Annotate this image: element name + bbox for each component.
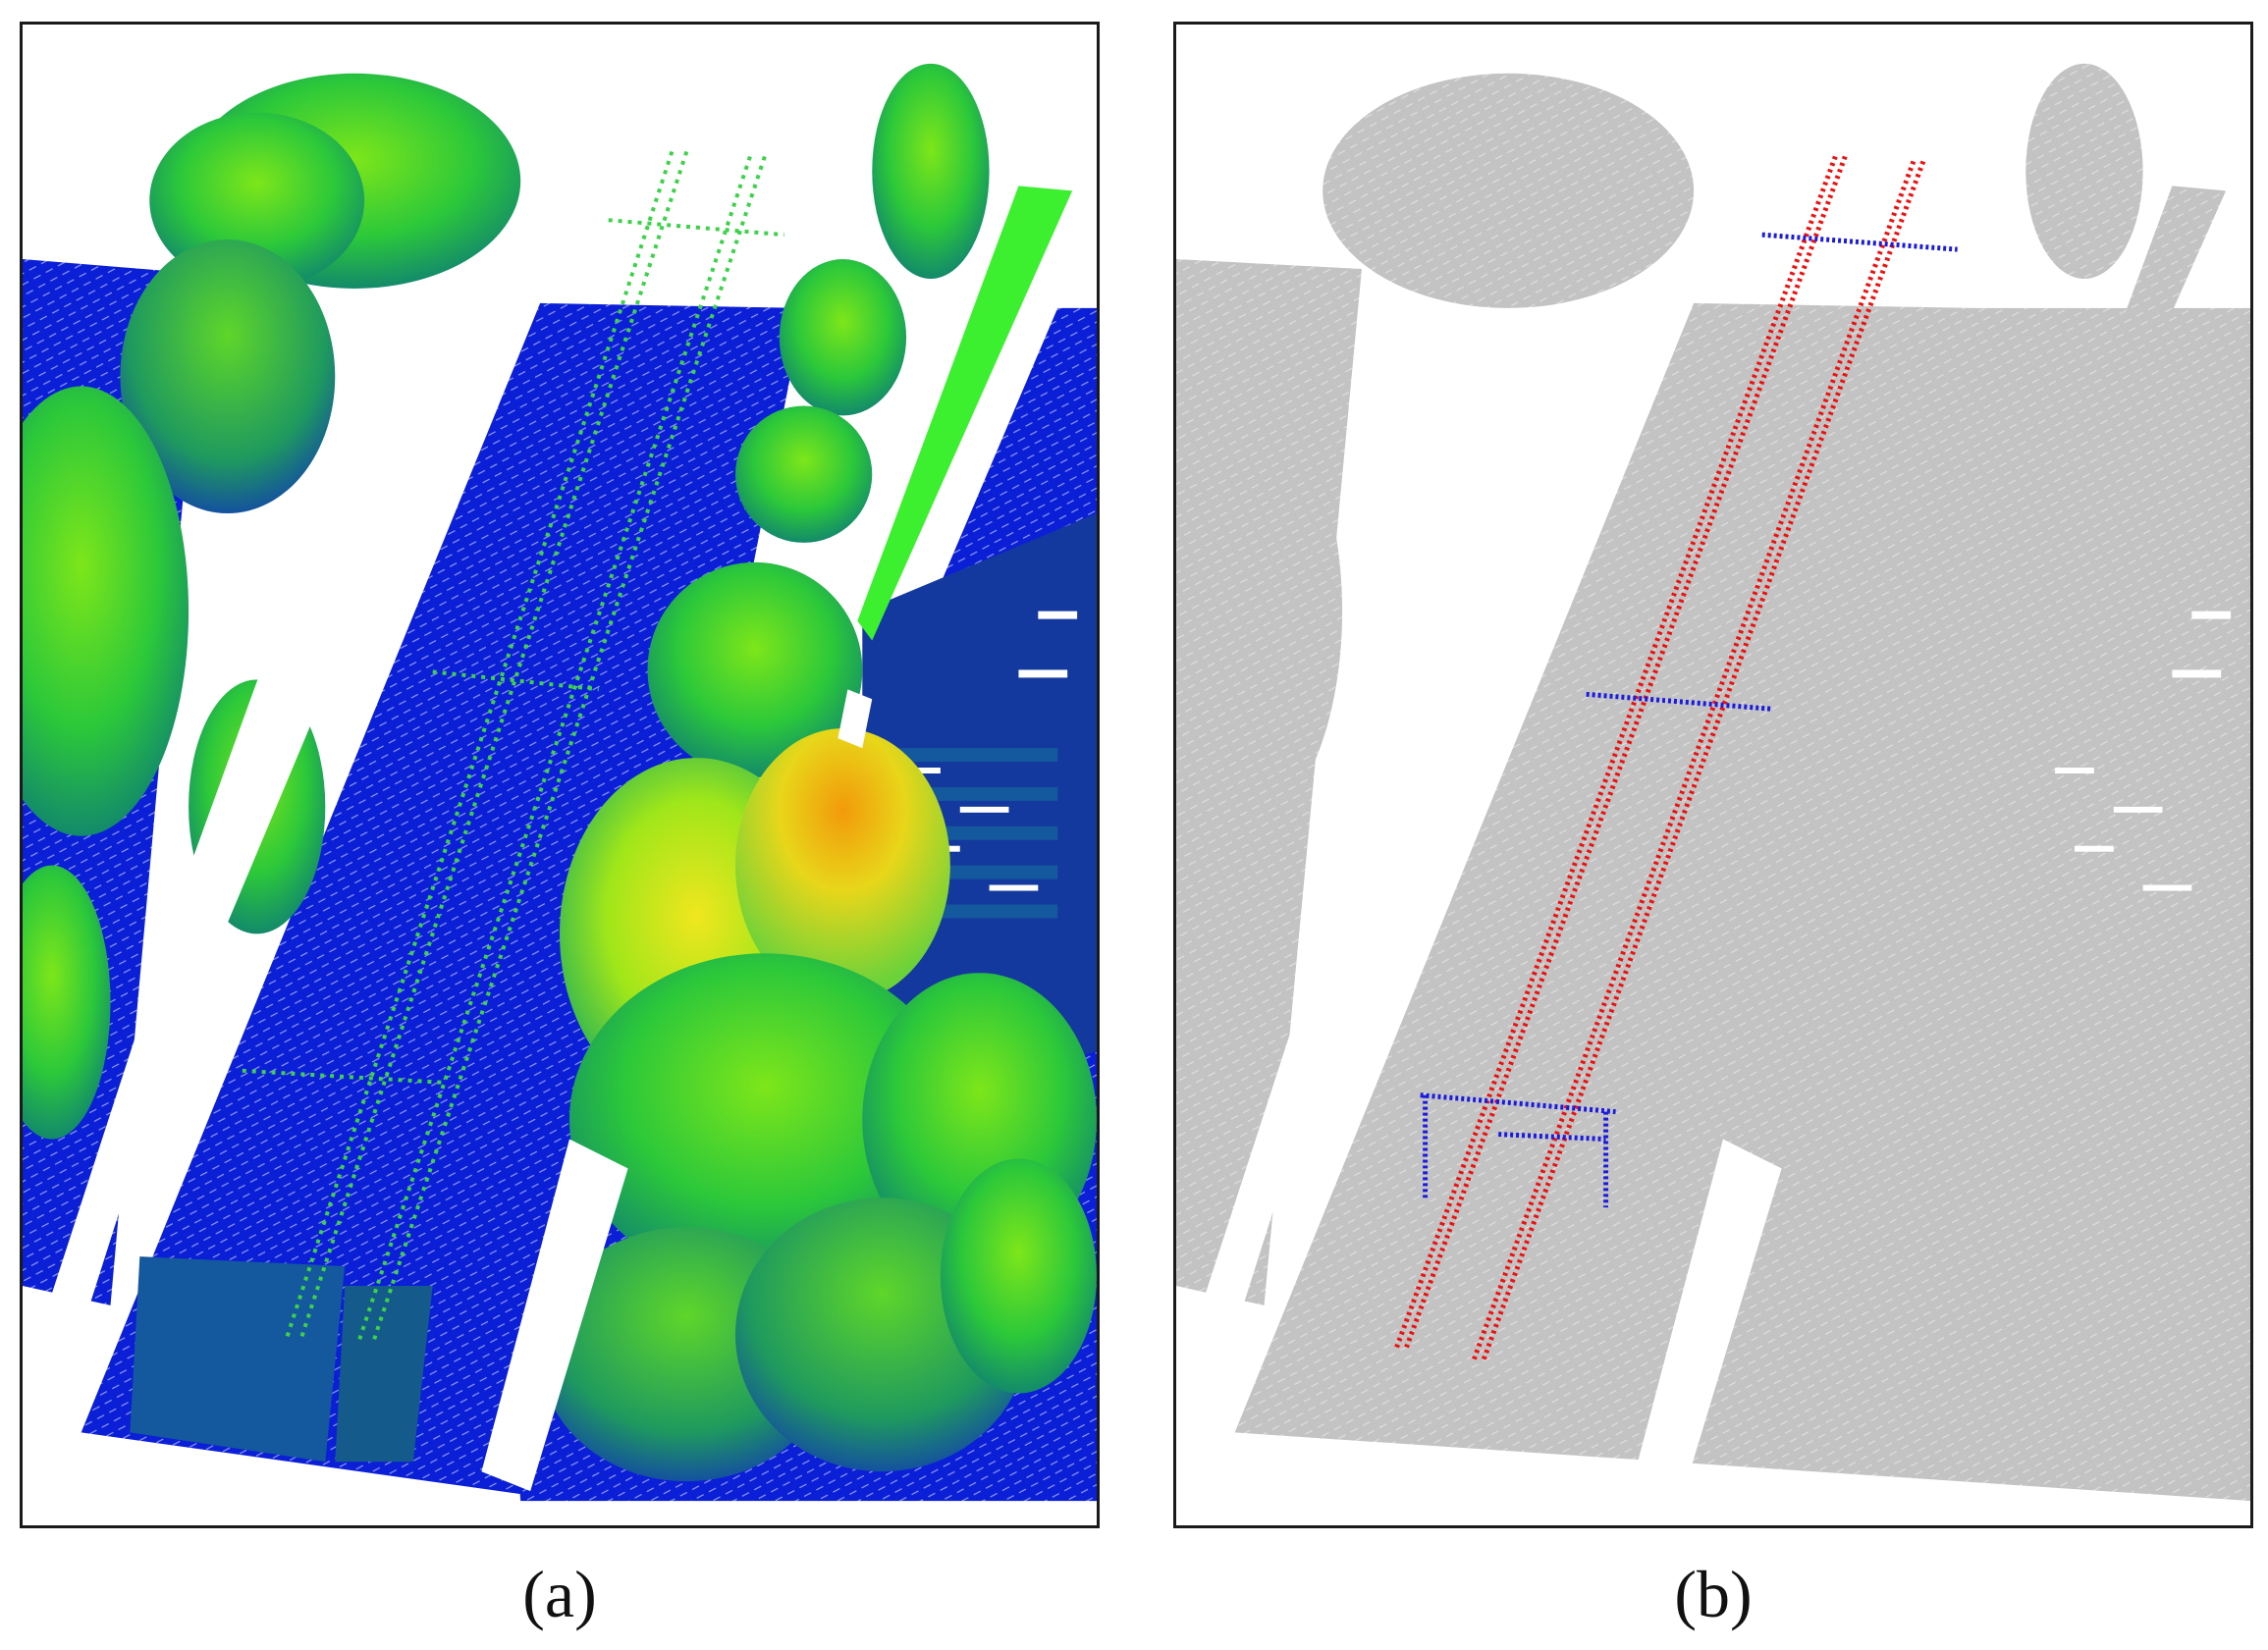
power-line-points-b xyxy=(1393,155,1926,1360)
panel-b-caption: (b) xyxy=(1674,1557,1753,1631)
vegetation-a xyxy=(23,63,1097,1482)
pylon-points-b xyxy=(1420,232,1958,1208)
empty-areas-b xyxy=(1176,317,2232,1492)
panel-a-height-colored-point-cloud xyxy=(20,22,1100,1528)
empty-areas-a xyxy=(23,317,873,1492)
panel-b-classified-point-cloud xyxy=(1173,22,2253,1528)
background-points-b xyxy=(1176,63,2250,1502)
point-cloud-b xyxy=(1176,63,2250,1502)
panel-a-caption: (a) xyxy=(522,1557,597,1631)
point-cloud-a xyxy=(23,63,1097,1502)
power-lines-a xyxy=(242,150,784,1341)
